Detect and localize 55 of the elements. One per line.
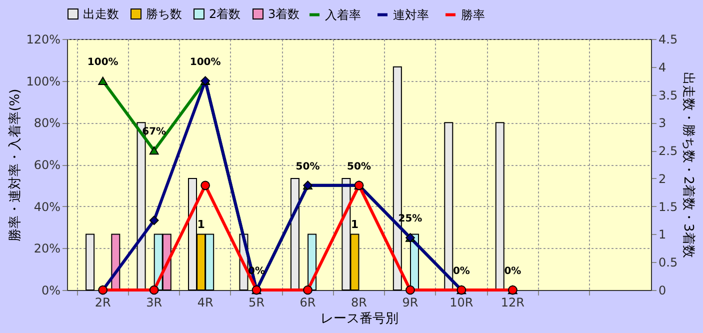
- data-label: 0%: [452, 266, 470, 277]
- bar: [495, 122, 504, 290]
- y-tick-label: 40%: [34, 200, 60, 214]
- x-tick-label: 12R: [500, 296, 524, 310]
- y2-tick-label: 4: [658, 60, 666, 74]
- y-axis-title: 勝率・連対率・入着率(%): [7, 88, 24, 242]
- y2-tick-label: 4.5: [658, 32, 678, 46]
- legend-label: 出走数: [83, 7, 119, 21]
- point: [149, 146, 159, 155]
- x-tick-label: 10R: [450, 296, 474, 310]
- x-tick-label: 4R: [197, 296, 214, 310]
- bar: [444, 122, 454, 290]
- y2-tick-label: 2: [658, 172, 666, 186]
- point: [200, 180, 210, 190]
- data-label: 100%: [87, 56, 118, 68]
- legend-label: 入着率: [325, 8, 361, 22]
- x-axis-title: レース番号別: [320, 312, 398, 326]
- bar: [86, 234, 95, 290]
- data-label: 50%: [347, 161, 371, 172]
- legend-label: 2着数: [209, 7, 241, 21]
- bar: [290, 178, 300, 290]
- x-tick-label: 6R: [300, 296, 316, 310]
- y2-tick-label: 3.5: [658, 88, 678, 102]
- x-tick-label: 3R: [146, 296, 162, 310]
- y2-axis-title: 出走数・勝ち数・2着数・3着数: [680, 72, 697, 258]
- legend-label: 勝率: [461, 8, 485, 22]
- point: [149, 285, 159, 295]
- y-tick-label: 120%: [26, 32, 60, 46]
- legend-label: 勝ち数: [146, 7, 182, 21]
- y-tick-label: 60%: [34, 158, 60, 172]
- y2-tick-label: 2.5: [658, 144, 678, 158]
- data-label: 1: [350, 218, 359, 232]
- data-label: 1: [197, 218, 205, 232]
- x-tick-label: 5R: [248, 296, 265, 310]
- y-tick-label: 0%: [41, 284, 60, 298]
- y-tick-label: 80%: [34, 116, 60, 130]
- data-label: 0%: [504, 266, 522, 277]
- y2-tick-label: 0.5: [658, 256, 678, 270]
- point: [303, 285, 312, 295]
- y2-tick-label: 1.5: [658, 200, 678, 214]
- y-tick-label: 20%: [34, 242, 60, 256]
- x-tick-label: 8R: [351, 296, 367, 310]
- x-tick-label: 9R: [402, 296, 418, 310]
- legend-label: 3着数: [268, 7, 300, 21]
- x-tick-label: 2R: [94, 296, 111, 310]
- y2-tick-label: 0: [658, 284, 666, 298]
- data-label: 100%: [190, 56, 221, 68]
- data-label: 50%: [296, 161, 320, 172]
- point: [98, 76, 108, 85]
- y2-tick-label: 3: [658, 116, 666, 130]
- legend-label: 連対率: [393, 8, 429, 22]
- y-tick-label: 100%: [26, 74, 60, 88]
- y2-tick-label: 1: [658, 228, 666, 242]
- point: [406, 285, 415, 295]
- point: [149, 216, 159, 226]
